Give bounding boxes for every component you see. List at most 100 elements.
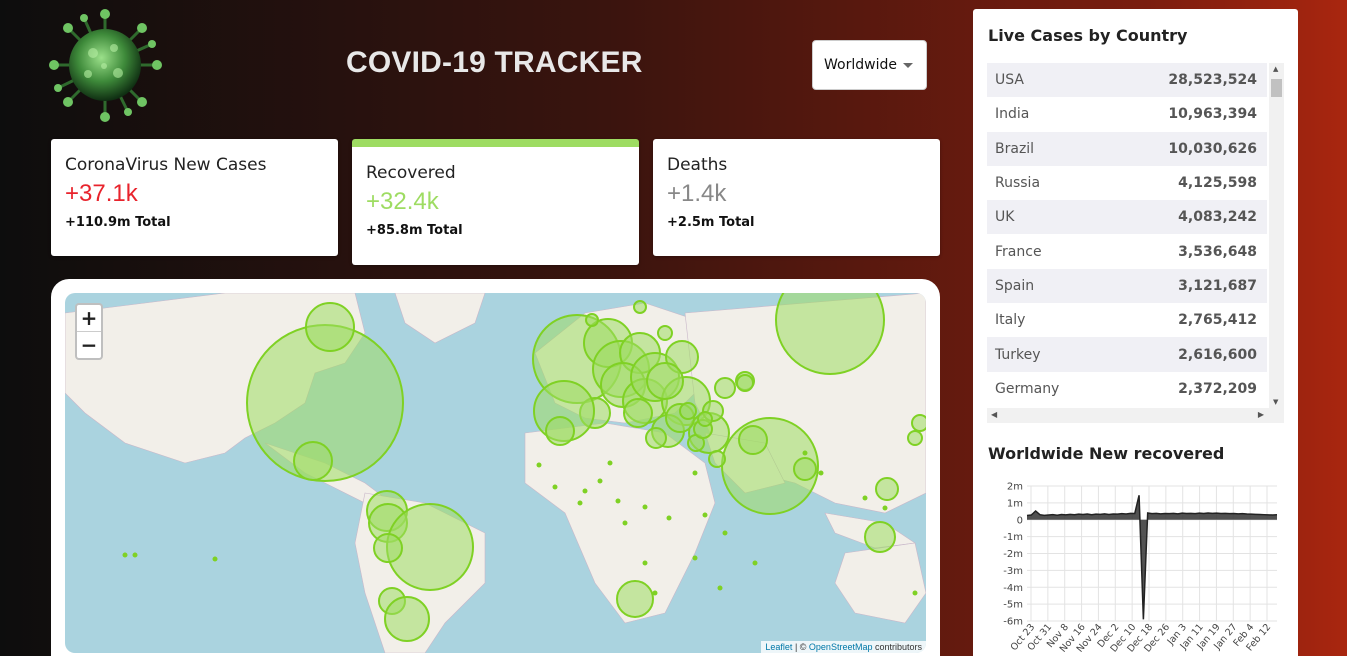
world-map[interactable]: + − Leaflet | © OpenStreetMap contributo… — [65, 293, 926, 653]
table-row: USA 28,523,524 — [987, 63, 1267, 98]
case-dot[interactable] — [607, 460, 613, 466]
y-tick-label: -3m — [1003, 566, 1023, 577]
live-cases-title: Live Cases by Country — [988, 26, 1188, 45]
case-bubble[interactable] — [646, 362, 684, 400]
country-name: Russia — [995, 175, 1041, 192]
table-row: Italy 2,765,412 — [987, 303, 1267, 337]
case-count: 2,616,600 — [1178, 346, 1257, 363]
case-bubble[interactable] — [875, 477, 899, 501]
y-tick-label: -4m — [1003, 583, 1023, 594]
scroll-up-icon[interactable]: ▲ — [1273, 65, 1279, 73]
case-dot[interactable] — [582, 488, 588, 494]
deaths-card[interactable]: Deaths +1.4k +2.5m Total — [653, 139, 940, 256]
case-count: 2,765,412 — [1178, 312, 1257, 329]
table-row: France 3,536,648 — [987, 234, 1267, 268]
case-count: 10,963,394 — [1168, 106, 1257, 123]
case-dot[interactable] — [615, 498, 621, 504]
case-bubble[interactable] — [864, 521, 896, 553]
case-count: 3,536,648 — [1178, 243, 1257, 260]
cases-card-value: +37.1k — [65, 180, 138, 207]
country-name: Spain — [995, 277, 1035, 294]
case-dot[interactable] — [132, 552, 138, 558]
scrollbar-thumb[interactable] — [1271, 79, 1282, 97]
case-dot[interactable] — [802, 450, 808, 456]
case-bubble[interactable] — [697, 411, 713, 427]
osm-link[interactable]: OpenStreetMap — [808, 642, 873, 652]
case-bubble[interactable] — [305, 302, 355, 352]
case-bubble[interactable] — [907, 430, 923, 446]
case-bubble[interactable] — [373, 533, 403, 563]
case-bubble[interactable] — [793, 457, 817, 481]
recovered-card-title: Recovered — [366, 163, 456, 183]
case-dot[interactable] — [752, 560, 758, 566]
country-select-value: Worldwide — [824, 57, 897, 73]
coronavirus-logo-icon — [49, 9, 162, 122]
case-count: 3,121,687 — [1178, 277, 1257, 294]
case-dot[interactable] — [666, 515, 672, 521]
deaths-card-value: +1.4k — [667, 180, 727, 207]
caret-down-icon — [903, 63, 913, 68]
case-dot[interactable] — [536, 462, 542, 468]
y-tick-label: 2m — [1007, 482, 1023, 493]
case-bubble[interactable] — [708, 450, 726, 468]
recovered-card-total: +85.8m Total — [366, 223, 463, 238]
case-dot[interactable] — [597, 478, 603, 484]
y-tick-label: -1m — [1003, 532, 1023, 543]
case-dot[interactable] — [552, 484, 558, 490]
case-bubble[interactable] — [384, 596, 430, 642]
live-cases-table[interactable]: USA 28,523,524 India 10,963,394 Brazil 10,030… — [987, 63, 1284, 423]
scroll-left-icon[interactable]: ◀ — [991, 410, 998, 419]
case-bubble[interactable] — [775, 293, 885, 375]
table-row: Germany 2,372,209 — [987, 372, 1267, 406]
scroll-down-icon[interactable]: ▼ — [1273, 398, 1279, 406]
case-dot[interactable] — [717, 585, 723, 591]
scroll-right-icon[interactable]: ▶ — [1257, 410, 1264, 419]
case-dot[interactable] — [642, 504, 648, 510]
case-bubble[interactable] — [623, 398, 653, 428]
case-dot[interactable] — [212, 556, 218, 562]
country-select[interactable]: Worldwide — [812, 40, 927, 90]
zoom-in-button[interactable]: + — [77, 305, 101, 332]
case-bubble[interactable] — [679, 402, 697, 420]
recovered-card-value: +32.4k — [366, 188, 439, 215]
case-bubble[interactable] — [616, 580, 654, 618]
cases-card[interactable]: CoronaVirus New Cases +37.1k +110.9m Tot… — [51, 139, 338, 256]
country-name: USA — [995, 72, 1024, 89]
table-row: Russia 4,125,598 — [987, 166, 1267, 200]
case-bubble[interactable] — [293, 441, 333, 481]
case-dot[interactable] — [882, 505, 888, 511]
case-dot[interactable] — [122, 552, 128, 558]
country-name: Turkey — [995, 346, 1041, 363]
table-row: Spain 3,121,687 — [987, 268, 1267, 304]
deaths-card-title: Deaths — [667, 155, 728, 175]
recovered-card[interactable]: Recovered +32.4k +85.8m Total — [352, 139, 639, 265]
cases-card-total: +110.9m Total — [65, 215, 171, 230]
case-dot[interactable] — [702, 512, 708, 518]
case-dot[interactable] — [692, 470, 698, 476]
case-bubble[interactable] — [585, 313, 599, 327]
leaflet-link[interactable]: Leaflet — [765, 642, 793, 652]
case-bubble[interactable] — [911, 414, 926, 432]
case-dot[interactable] — [692, 555, 698, 561]
zoom-out-button[interactable]: − — [80, 332, 98, 357]
case-bubble[interactable] — [645, 427, 667, 449]
table-row: Turkey 2,616,600 — [987, 337, 1267, 372]
country-name: France — [995, 243, 1042, 260]
case-dot[interactable] — [818, 470, 824, 476]
case-dot[interactable] — [642, 560, 648, 566]
table-horizontal-scrollbar[interactable]: ◀ ▶ — [987, 408, 1284, 423]
case-bubble[interactable] — [657, 325, 673, 341]
case-bubble[interactable] — [714, 377, 736, 399]
table-vertical-scrollbar[interactable]: ▲ ▼ — [1269, 63, 1284, 408]
case-dot[interactable] — [652, 590, 658, 596]
case-bubble[interactable] — [738, 425, 768, 455]
case-dot[interactable] — [862, 495, 868, 501]
case-dot[interactable] — [912, 590, 918, 596]
case-dot[interactable] — [577, 500, 583, 506]
case-bubble[interactable] — [633, 300, 647, 314]
case-bubble[interactable] — [736, 374, 754, 392]
map-attribution: Leaflet | © OpenStreetMap contributors — [761, 641, 926, 653]
case-dot[interactable] — [622, 520, 628, 526]
case-dot[interactable] — [722, 530, 728, 536]
case-bubble[interactable] — [545, 416, 575, 446]
